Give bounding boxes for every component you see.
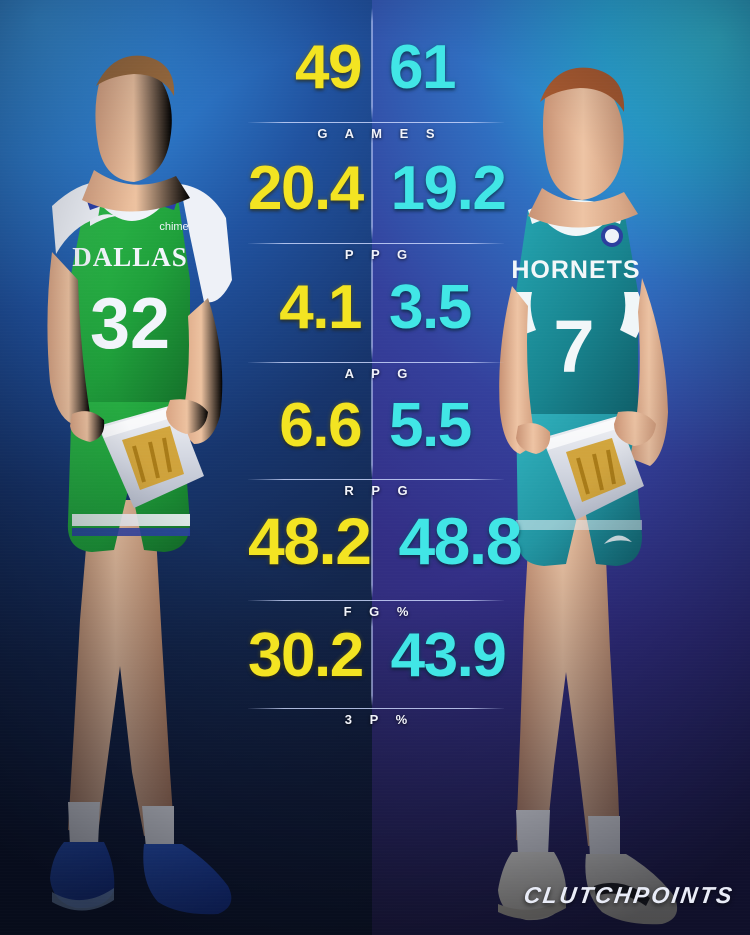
stat-row-divider	[248, 362, 504, 363]
stat-right-value: 19.2	[390, 154, 507, 223]
stat-row-divider	[248, 708, 504, 709]
stat-right-value: 43.9	[390, 621, 507, 690]
stat-label: 3 P %	[344, 712, 415, 727]
stat-left-value: 4.1	[279, 273, 362, 342]
stat-center-divider	[371, 616, 373, 706]
stat-row-values: 20.4 19.2	[248, 154, 507, 223]
stat-row-values: 30.2 43.9	[248, 621, 507, 690]
stat-center-divider	[371, 488, 373, 598]
stat-center-divider	[371, 130, 373, 240]
stat-left-value: 20.4	[248, 154, 364, 223]
stat-left-value: 6.6	[279, 391, 362, 460]
stat-label: R P G	[344, 483, 415, 498]
stat-right-value: 5.5	[389, 391, 472, 460]
stat-row-values: 4.1 3.5	[248, 273, 502, 342]
stat-label: P P G	[344, 247, 415, 262]
stat-row-values: 48.2 48.8	[248, 504, 522, 578]
stat-label: A P G	[344, 366, 415, 381]
stat-center-divider	[371, 250, 373, 360]
stat-label: G A M E S	[317, 126, 442, 141]
stat-right-value: 48.8	[398, 504, 522, 578]
stat-row-divider	[248, 600, 504, 601]
stat-row-divider	[248, 122, 504, 123]
stat-left-value: 49	[295, 33, 362, 102]
stat-row-values: 49 61	[248, 33, 502, 102]
clutchpoints-watermark: CLUTCHPOINTS	[522, 882, 736, 908]
stat-right-value: 3.5	[389, 273, 472, 342]
stat-center-divider	[371, 368, 373, 478]
stat-row-divider	[248, 243, 504, 244]
stat-center-divider	[371, 8, 373, 120]
stat-row-values: 6.6 5.5	[248, 391, 502, 460]
stat-left-value: 48.2	[248, 504, 372, 578]
stat-left-value: 30.2	[248, 621, 364, 690]
stat-row-divider	[248, 479, 504, 480]
stat-label: F G %	[343, 604, 416, 619]
stat-right-value: 61	[389, 33, 456, 102]
